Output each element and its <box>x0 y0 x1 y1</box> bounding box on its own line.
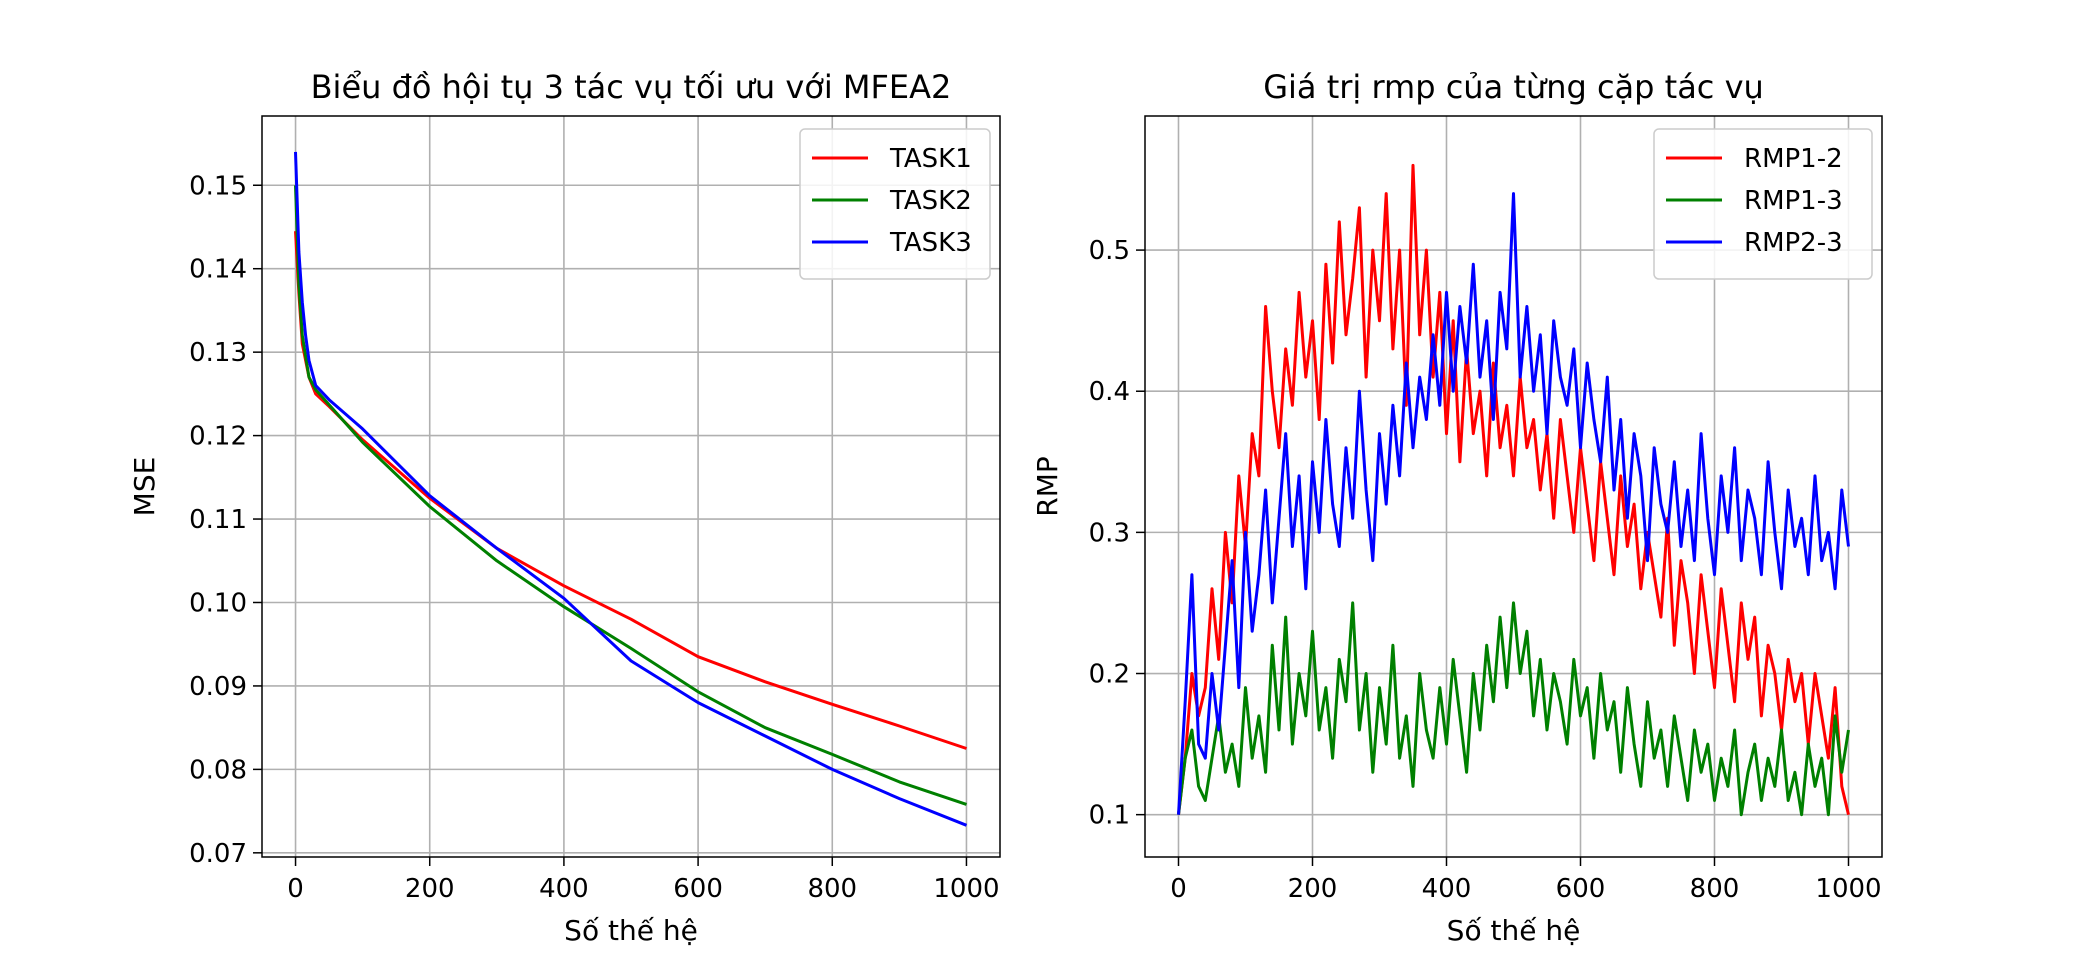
legend-label: TASK1 <box>889 144 972 174</box>
right-legend: RMP1-2 RMP1-3 RMP2-3 <box>1653 128 1873 280</box>
left-grid <box>262 116 1000 857</box>
x-tick-label: 400 <box>1422 874 1472 904</box>
legend-label: RMP1-2 <box>1744 144 1843 174</box>
y-tick-label: 0.1 <box>1089 801 1130 831</box>
left-series-lines <box>294 151 968 827</box>
right-x-ticks: 0 200 400 600 800 1000 <box>1170 857 1882 904</box>
x-tick-label: 800 <box>807 874 857 904</box>
series-line-task3 <box>294 151 968 827</box>
y-tick-label: 0.07 <box>189 839 247 869</box>
right-series-lines <box>1177 163 1850 817</box>
series-line-rmp1-3 <box>1177 601 1850 817</box>
y-tick-label: 0.14 <box>189 255 247 285</box>
y-tick-label: 0.15 <box>189 171 247 201</box>
y-tick-label: 0.13 <box>189 338 247 368</box>
y-tick-label: 0.08 <box>189 755 247 785</box>
right-y-axis-label: RMP <box>1031 456 1064 517</box>
y-tick-label: 0.10 <box>189 588 247 618</box>
x-tick-label: 0 <box>287 874 304 904</box>
rmp-values-chart: 0 200 400 600 800 1000 0.1 0.2 0.3 0.4 0.5 Giá tr… <box>1031 68 1883 947</box>
y-tick-label: 0.09 <box>189 672 247 702</box>
y-tick-label: 0.11 <box>189 505 247 535</box>
y-tick-label: 0.2 <box>1089 660 1130 690</box>
left-chart-title: Biểu đồ hội tụ 3 tác vụ tối ưu với MFEA2 <box>311 68 952 106</box>
x-tick-label: 800 <box>1690 874 1740 904</box>
x-tick-label: 0 <box>1170 874 1187 904</box>
x-tick-label: 1000 <box>1815 874 1881 904</box>
x-tick-label: 200 <box>405 874 455 904</box>
left-x-axis-label: Số thế hệ <box>564 914 698 947</box>
x-tick-label: 600 <box>673 874 723 904</box>
y-tick-label: 0.3 <box>1089 518 1130 548</box>
series-line-task2 <box>294 185 967 806</box>
left-x-ticks: 0 200 400 600 800 1000 <box>287 857 1000 904</box>
right-chart-title: Giá trị rmp của từng cặp tác vụ <box>1263 68 1764 106</box>
left-y-ticks: 0.07 0.08 0.09 0.10 0.11 0.12 0.13 0.14 0.15 <box>189 171 262 869</box>
series-line-rmp1-2 <box>1177 163 1850 816</box>
right-x-axis-label: Số thế hệ <box>1447 914 1581 947</box>
y-tick-label: 0.5 <box>1089 236 1130 266</box>
x-tick-label: 400 <box>539 874 589 904</box>
left-axes-frame <box>261 115 1001 858</box>
x-tick-label: 200 <box>1288 874 1338 904</box>
right-y-ticks: 0.1 0.2 0.3 0.4 0.5 <box>1089 236 1145 831</box>
left-y-axis-label: MSE <box>128 457 161 517</box>
legend-label: TASK2 <box>889 186 972 216</box>
series-line-rmp2-3 <box>1177 192 1850 815</box>
x-tick-label: 600 <box>1556 874 1606 904</box>
left-legend: TASK1 TASK2 TASK3 <box>799 128 991 280</box>
right-axes-frame <box>1144 115 1883 858</box>
y-tick-label: 0.4 <box>1089 377 1130 407</box>
legend-label: RMP2-3 <box>1744 228 1843 258</box>
mse-convergence-chart: 0 200 400 600 800 1000 0.070.080.090.100.110.… <box>128 68 1001 947</box>
x-tick-label: 1000 <box>933 874 999 904</box>
legend-label: TASK3 <box>889 228 972 258</box>
legend-label: RMP1-3 <box>1744 186 1843 216</box>
y-tick-label: 0.12 <box>189 422 247 452</box>
